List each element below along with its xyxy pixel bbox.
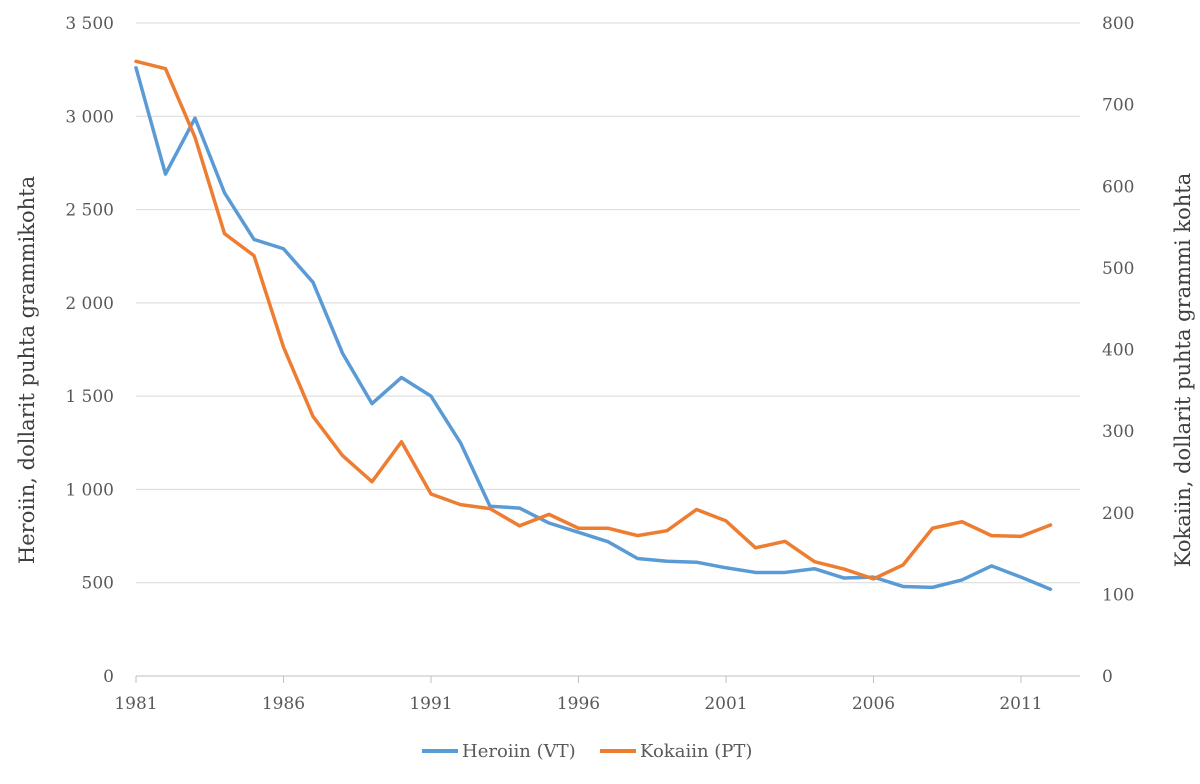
gridlines [136, 22, 1080, 584]
x-tick-label: 2006 [852, 694, 895, 714]
x-axis-ticks: 1981 1986 1991 1996 2001 2006 2011 [114, 676, 1043, 714]
right-y-tick-label: 400 [1102, 341, 1134, 361]
x-tick-label: 1986 [262, 694, 305, 714]
x-tick-label: 1981 [114, 694, 157, 714]
right-y-axis-ticks: 0 100 200 300 400 500 600 700 800 [1102, 14, 1134, 687]
x-tick-label: 1991 [409, 694, 452, 714]
left-y-tick-label: 2 000 [65, 294, 114, 314]
left-y-tick-label: 0 [103, 667, 114, 687]
left-y-axis-title: Heroiin, dollarit puhta grammikohta [15, 176, 39, 564]
x-tick-label: 2011 [999, 694, 1042, 714]
left-y-axis-ticks: 0 500 1 000 1 500 2 000 2 500 3 000 3 500 [65, 14, 114, 687]
right-y-tick-label: 600 [1102, 177, 1134, 197]
left-y-tick-label: 500 [82, 574, 114, 594]
right-y-axis-title: Kokaiin, dollarit puhta grammi kohta [1171, 173, 1195, 567]
series-lines [134, 59, 1053, 591]
right-y-tick-label: 200 [1102, 504, 1134, 524]
legend: Heroiin (VT) Kokaiin (PT) [422, 741, 752, 762]
legend-label-kokaiin: Kokaiin (PT) [640, 741, 752, 762]
legend-label-heroiin: Heroiin (VT) [462, 741, 576, 762]
right-y-tick-label: 700 [1102, 96, 1134, 116]
left-y-tick-label: 2 500 [65, 201, 114, 221]
series-line-kokaiin [134, 59, 1053, 581]
x-tick-label: 2001 [704, 694, 747, 714]
series-line-heroiin [134, 66, 1053, 591]
right-y-tick-label: 800 [1102, 14, 1134, 34]
right-y-tick-label: 500 [1102, 259, 1134, 279]
right-y-tick-label: 300 [1102, 422, 1134, 442]
left-y-tick-label: 1 500 [65, 387, 114, 407]
right-y-tick-label: 0 [1102, 667, 1113, 687]
right-y-tick-label: 100 [1102, 585, 1134, 605]
left-y-tick-label: 3 000 [65, 107, 114, 127]
left-y-tick-label: 3 500 [65, 14, 114, 34]
x-tick-label: 1996 [557, 694, 600, 714]
left-y-tick-label: 1 000 [65, 480, 114, 500]
